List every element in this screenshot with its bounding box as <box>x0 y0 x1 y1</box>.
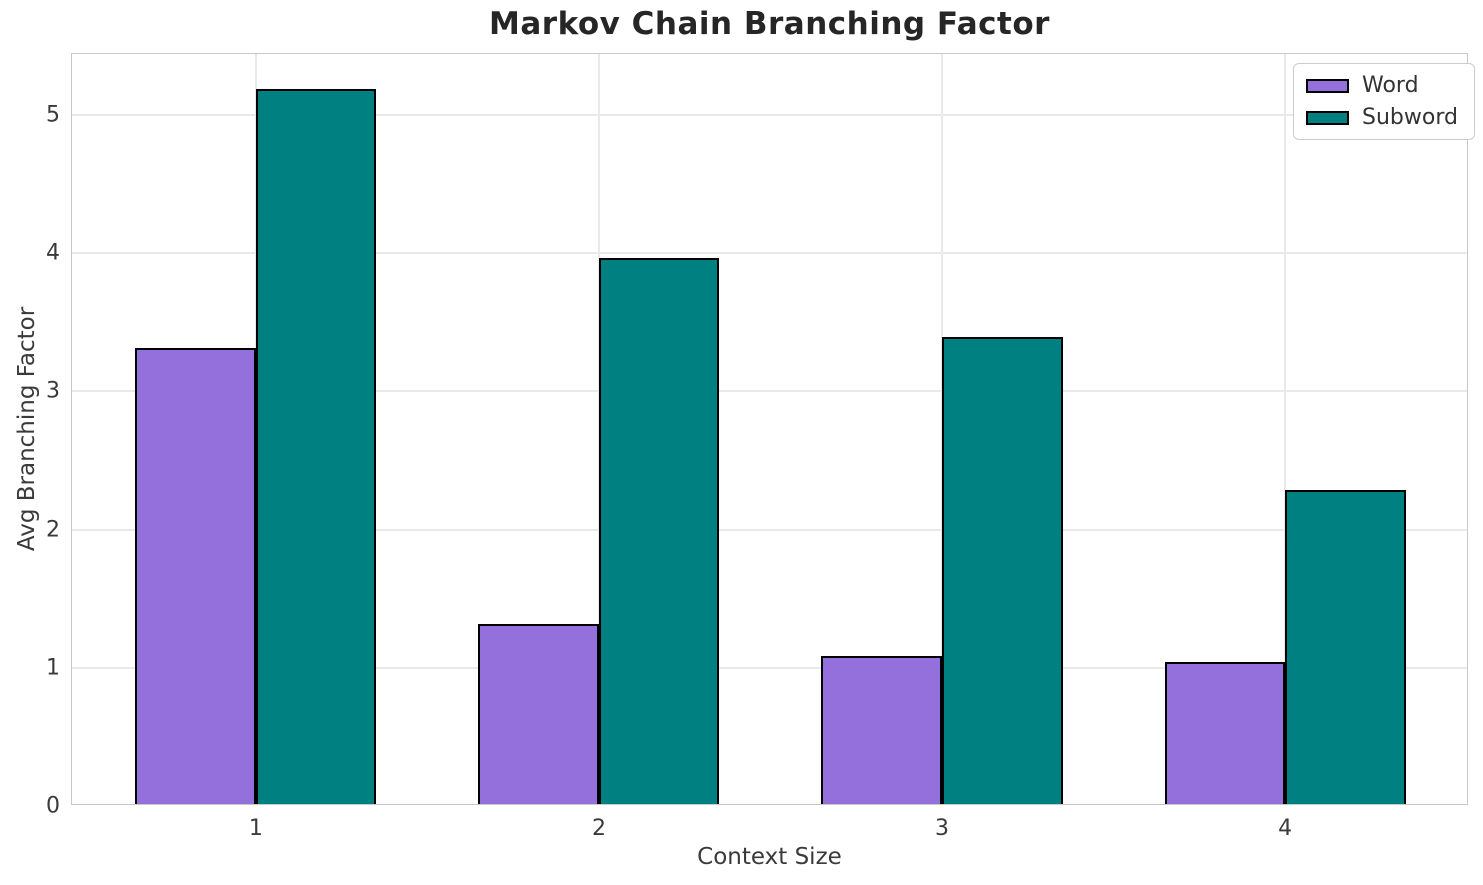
y-axis-label: Avg Branching Factor <box>14 306 40 552</box>
gridline-y-4 <box>72 252 1467 255</box>
bar-subword-3 <box>942 336 1063 804</box>
legend-label-word: Word <box>1362 73 1419 98</box>
x-tick-label-3: 3 <box>935 816 950 841</box>
y-tick-label-4: 4 <box>46 240 60 266</box>
bar-word-1 <box>135 347 256 804</box>
legend-item-word: Word <box>1306 73 1458 98</box>
x-tick-label-2: 2 <box>591 816 606 841</box>
gridline-y-2 <box>72 528 1467 531</box>
x-axis-label: Context Size <box>697 844 842 870</box>
y-tick-label-3: 3 <box>46 378 60 404</box>
y-tick-label-0: 0 <box>46 793 60 819</box>
bar-subword-2 <box>598 257 720 804</box>
bar-subword-1 <box>255 89 377 804</box>
legend: Word Subword <box>1293 63 1475 140</box>
y-tick-label-5: 5 <box>46 102 60 128</box>
legend-item-subword: Subword <box>1306 105 1458 130</box>
gridline-y-5 <box>72 113 1467 116</box>
legend-swatch-subword <box>1306 110 1349 125</box>
legend-label-subword: Subword <box>1362 105 1458 130</box>
bar-word-3 <box>821 656 943 804</box>
legend-swatch-word <box>1306 78 1349 93</box>
gridline-y-3 <box>72 390 1467 393</box>
bar-word-2 <box>478 624 599 804</box>
plot-area: 0 1 2 3 4 5 1 2 3 4 <box>46 53 1468 841</box>
bar-word-4 <box>1164 661 1286 804</box>
x-tick-label-1: 1 <box>248 816 263 841</box>
gridline-x-4 <box>1284 54 1287 804</box>
y-tick-label-2: 2 <box>46 517 60 543</box>
y-tick-label-1: 1 <box>46 655 60 681</box>
bar-subword-4 <box>1285 490 1406 804</box>
gridline-y-1 <box>72 666 1467 669</box>
chart-title: Markov Chain Branching Factor <box>489 6 1050 42</box>
x-tick-label-4: 4 <box>1278 816 1293 841</box>
